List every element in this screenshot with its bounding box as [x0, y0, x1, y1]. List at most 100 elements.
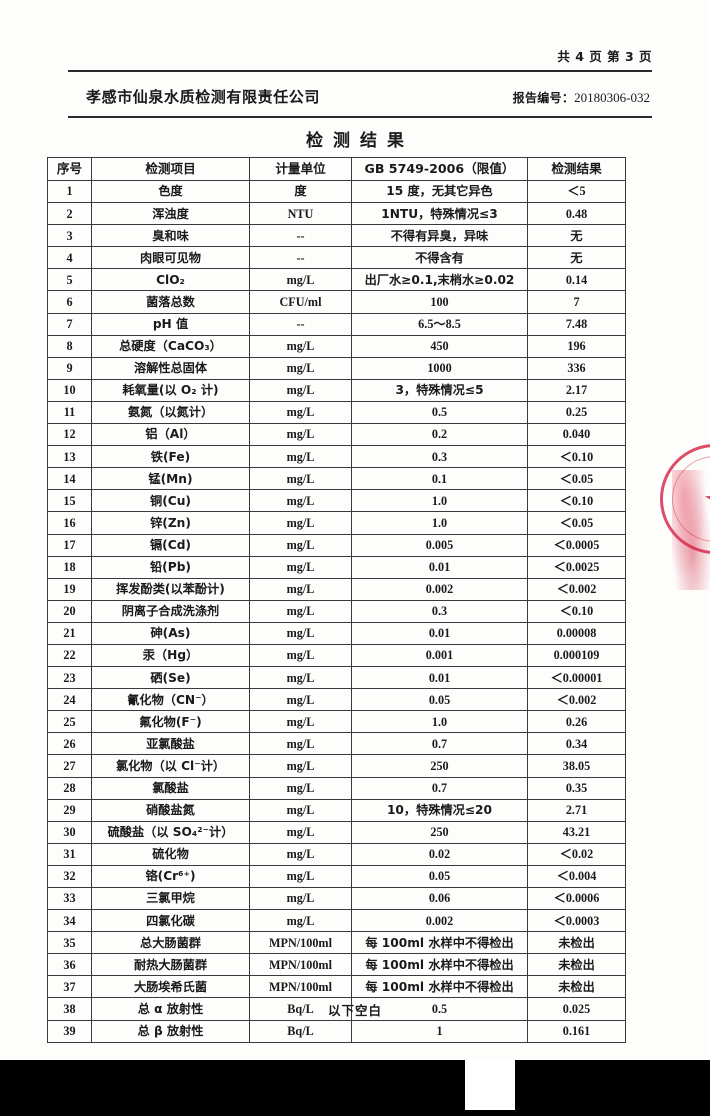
table-row: 15 铜(Cu) mg/L 1.0 ＜0.10 — [47, 489, 626, 513]
cell-result: ＜0.05 — [527, 511, 626, 535]
table-row: 34 四氯化碳 mg/L 0.002 ＜0.0003 — [47, 909, 626, 933]
page-counter: 共 4 页 第 3 页 — [557, 49, 652, 64]
cell-no: 36 — [47, 953, 92, 977]
cell-no: 29 — [47, 798, 92, 822]
cell-result: 0.34 — [527, 732, 626, 756]
cell-unit: Bq/L — [249, 997, 352, 1021]
column-header-item: 检测项目 — [91, 157, 250, 181]
cell-item: 溶解性总固体 — [91, 356, 250, 380]
cell-no: 3 — [47, 224, 92, 248]
table-row: 9 溶解性总固体 mg/L 1000 336 — [47, 356, 626, 380]
cell-limit: 250 — [351, 820, 528, 844]
cell-limit: 0.7 — [351, 776, 528, 800]
cell-unit: mg/L — [249, 666, 352, 690]
cell-item: 臭和味 — [91, 224, 250, 248]
cell-item: 肉眼可见物 — [91, 246, 250, 270]
table-row: 31 硫化物 mg/L 0.02 ＜0.02 — [47, 842, 626, 866]
cell-item: 亚氯酸盐 — [91, 732, 250, 756]
seal-star-icon: ★ — [701, 482, 710, 516]
cell-item: 锌(Zn) — [91, 511, 250, 535]
cell-result: ＜0.10 — [527, 445, 626, 469]
cell-no: 2 — [47, 202, 92, 226]
cell-limit: 0.002 — [351, 577, 528, 601]
cell-no: 15 — [47, 489, 92, 513]
table-row: 27 氯化物（以 Cl⁻计） mg/L 250 38.05 — [47, 754, 626, 778]
table-row: 30 硫酸盐（以 SO₄²⁻计） mg/L 250 43.21 — [47, 820, 626, 844]
cell-result: 43.21 — [527, 820, 626, 844]
cell-result: 196 — [527, 334, 626, 358]
cell-item: 氰化物（CN⁻） — [91, 688, 250, 712]
cell-result: 2.17 — [527, 378, 626, 402]
cell-item: 汞（Hg） — [91, 643, 250, 668]
cell-limit: 0.01 — [351, 555, 528, 579]
cell-limit: 3，特殊情况≤5 — [351, 378, 528, 402]
cell-no: 38 — [47, 997, 92, 1021]
cell-item: 耐热大肠菌群 — [91, 953, 250, 977]
table-row: 11 氨氮（以氮计） mg/L 0.5 0.25 — [47, 400, 626, 425]
cell-item: 挥发酚类(以苯酚计) — [91, 577, 250, 601]
cell-result: ＜5 — [527, 179, 626, 204]
table-row: 38 总 α 放射性 Bq/L 0.5 0.025 — [47, 997, 626, 1021]
cell-unit: MPN/100ml — [249, 931, 352, 955]
cell-item: 色度 — [91, 179, 250, 204]
cell-item: 硒(Se) — [91, 666, 250, 690]
table-row: 2 浑浊度 NTU 1NTU，特殊情况≤3 0.48 — [47, 202, 626, 226]
cell-item: 总 β 放射性 — [91, 1019, 250, 1043]
cell-limit: 0.2 — [351, 423, 528, 447]
cell-item: 阴离子合成洗涤剂 — [91, 599, 250, 623]
table-row: 12 铝（Al） mg/L 0.2 0.040 — [47, 423, 626, 447]
cell-limit: 1NTU，特殊情况≤3 — [351, 202, 528, 226]
cell-result: 未检出 — [527, 975, 626, 999]
cell-no: 39 — [47, 1019, 92, 1043]
cell-item: 大肠埃希氏菌 — [91, 975, 250, 999]
table-row: 20 阴离子合成洗涤剂 mg/L 0.3 ＜0.10 — [47, 599, 626, 623]
cell-result: 0.161 — [527, 1019, 626, 1043]
cell-no: 8 — [47, 334, 92, 358]
cell-no: 16 — [47, 511, 92, 535]
cell-result: 7 — [527, 290, 626, 314]
table-row: 24 氰化物（CN⁻） mg/L 0.05 ＜0.002 — [47, 688, 626, 712]
cell-unit: mg/L — [249, 909, 352, 933]
cell-unit: mg/L — [249, 268, 352, 292]
cell-item: 铁(Fe) — [91, 445, 250, 469]
report-number-value: 20180306-032 — [574, 90, 650, 105]
cell-limit: 100 — [351, 290, 528, 314]
cell-no: 28 — [47, 776, 92, 800]
cell-limit: 10，特殊情况≤20 — [351, 798, 528, 822]
cell-limit: 不得有异臭，异味 — [351, 224, 528, 248]
results-table-wrapper: 序号 检测项目 计量单位 GB 5749-2006（限值） 检测结果 1 色度度 1… — [47, 157, 626, 1043]
bottom-black-strip — [0, 1060, 710, 1116]
cell-no: 24 — [47, 688, 92, 712]
cell-no: 25 — [47, 710, 92, 734]
cell-limit: 0.05 — [351, 688, 528, 712]
table-row: 6 菌落总数 CFU/ml 100 7 — [47, 290, 626, 314]
cell-limit: 1 — [351, 1019, 528, 1043]
cell-unit: mg/L — [249, 864, 352, 889]
cell-result: ＜0.02 — [527, 842, 626, 866]
cell-item: ClO₂ — [91, 268, 250, 292]
column-header-limit: GB 5749-2006（限值） — [351, 157, 528, 181]
cell-no: 6 — [47, 290, 92, 314]
cell-result: ＜0.002 — [527, 688, 626, 712]
cell-limit: 1.0 — [351, 489, 528, 513]
cell-unit: mg/L — [249, 688, 352, 712]
seal-inner-ring — [667, 451, 710, 547]
table-row: 28 氯酸盐 mg/L 0.7 0.35 — [47, 776, 626, 800]
cell-result: ＜0.10 — [527, 599, 626, 623]
table-row: 8 总硬度（CaCO₃） mg/L 450 196 — [47, 334, 626, 358]
table-row: 1 色度度 15 度，无其它异色 ＜5 — [47, 179, 626, 204]
cell-unit: CFU/ml — [249, 290, 352, 314]
table-row: 19 挥发酚类(以苯酚计) mg/L 0.002 ＜0.002 — [47, 577, 626, 601]
cell-item: 氯化物（以 Cl⁻计） — [91, 754, 250, 778]
cell-result: 未检出 — [527, 953, 626, 977]
cell-limit: 0.01 — [351, 621, 528, 645]
blank-below-note: 以下空白 — [327, 1003, 382, 1018]
cell-unit: -- — [249, 246, 352, 270]
table-row: 13 铁(Fe) mg/L 0.3 ＜0.10 — [47, 445, 626, 469]
cell-unit: mg/L — [249, 423, 352, 447]
cell-item: 三氯甲烷 — [91, 886, 250, 911]
cell-limit: 450 — [351, 334, 528, 358]
cell-limit: 0.002 — [351, 909, 528, 933]
table-row: 32 铬(Cr⁶⁺) mg/L 0.05 ＜0.004 — [47, 864, 626, 889]
cell-result: 0.14 — [527, 268, 626, 292]
